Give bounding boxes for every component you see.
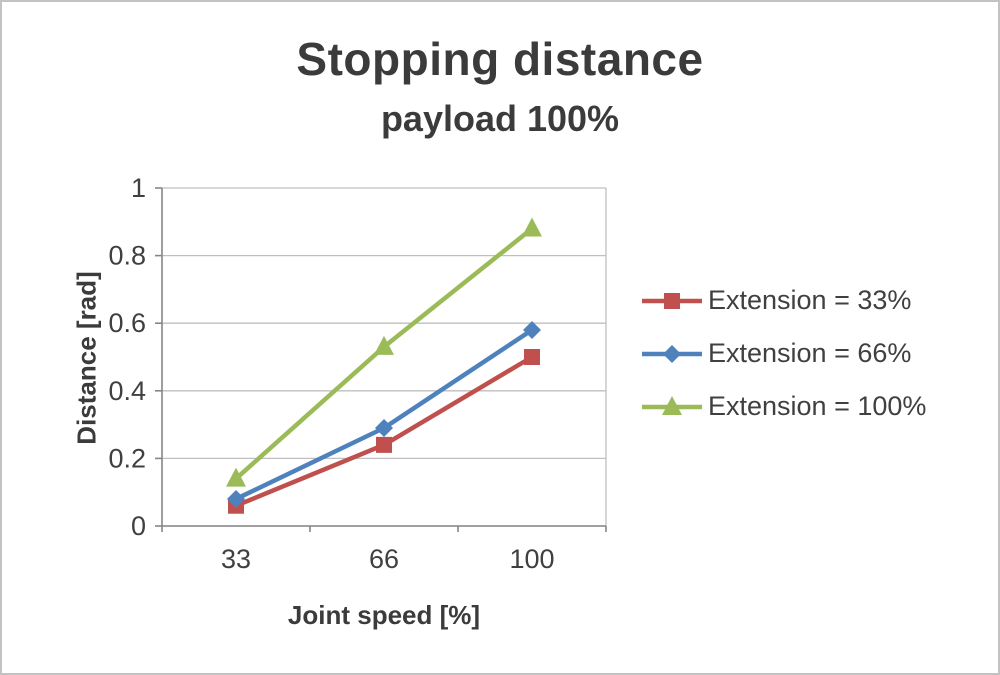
marker-diamond: [375, 418, 393, 437]
y-tick-label: 0.8: [108, 241, 146, 271]
legend-item: Extension = 33%: [640, 285, 926, 316]
marker-square: [376, 436, 392, 453]
x-axis-title: Joint speed [%]: [287, 600, 481, 630]
legend-label: Extension = 100%: [708, 391, 927, 421]
marker-square: [524, 349, 540, 365]
legend-marker-icon: [642, 344, 702, 363]
x-tick-label: 66: [369, 544, 399, 574]
chart-title: Stopping distance: [296, 33, 704, 85]
legend-item: Extension = 66%: [640, 338, 926, 369]
legend-marker-icon: [642, 292, 702, 309]
marker-diamond: [227, 489, 245, 508]
legend-label: Extension = 33%: [708, 285, 912, 315]
marker-triangle: [226, 467, 246, 487]
marker-square: [664, 292, 680, 309]
x-tick-label: 33: [221, 544, 251, 574]
legend-label: Extension = 66%: [708, 338, 912, 368]
y-tick-label: 0.4: [108, 376, 146, 406]
y-tick-label: 1: [131, 173, 146, 203]
x-tick-label: 100: [509, 544, 554, 574]
marker-triangle: [522, 217, 542, 237]
marker-diamond: [523, 320, 541, 339]
legend-marker-icon: [642, 395, 702, 415]
series-line: [233, 327, 535, 502]
y-tick-label: 0.6: [108, 308, 146, 338]
y-axis-title: Distance [rad]: [71, 271, 102, 445]
legend-item: Extension = 100%: [640, 391, 926, 422]
y-tick-label: 0: [131, 511, 146, 541]
legend: Extension = 33% Extension = 66% Extension …: [640, 285, 926, 422]
marker-diamond: [663, 344, 681, 363]
chart-subtitle: payload 100%: [380, 98, 620, 139]
marker-triangle: [374, 335, 394, 355]
y-tick-label: 0.2: [108, 443, 146, 473]
marker-triangle: [662, 395, 682, 415]
